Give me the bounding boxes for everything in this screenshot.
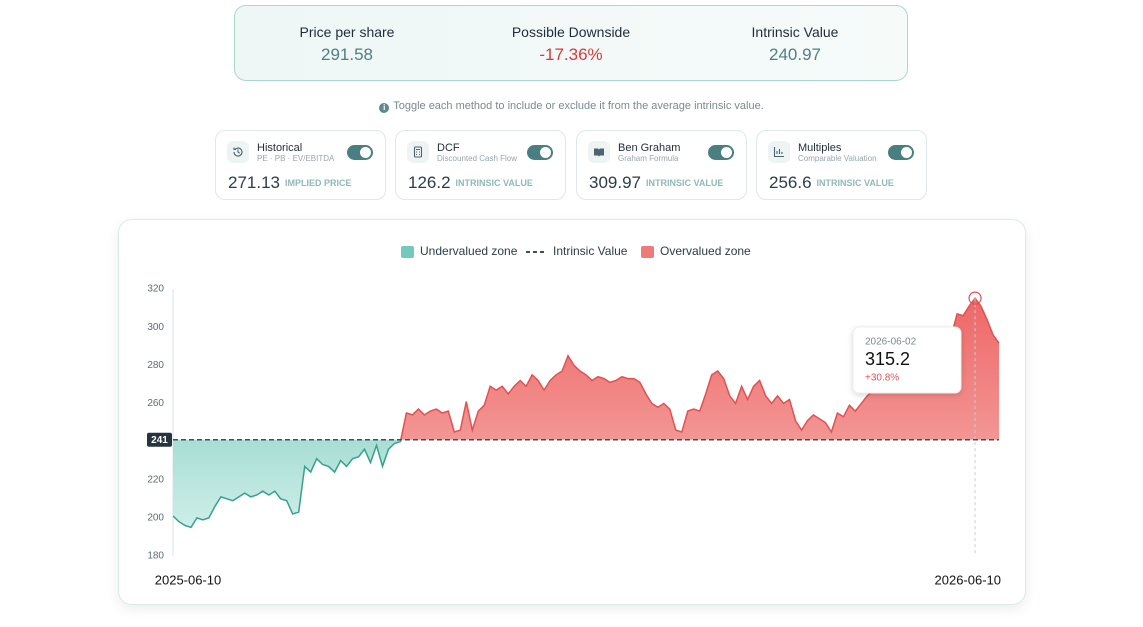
summary-label: Intrinsic Value <box>751 24 839 40</box>
y-tick-label: 280 <box>147 360 164 371</box>
method-toggle[interactable] <box>527 145 553 160</box>
method-icon <box>407 141 429 163</box>
method-subtitle: PE · PB · EV/EBITDA <box>257 154 335 163</box>
summary-label: Price per share <box>299 24 395 40</box>
info-icon: i <box>379 103 390 113</box>
method-card: DCF Discounted Cash Flow 126.2 INTRINSIC … <box>395 130 566 200</box>
method-toggle[interactable] <box>888 145 914 160</box>
toggle-knob <box>721 147 732 158</box>
legend-label: Intrinsic Value <box>553 244 628 258</box>
method-value-row: 309.97 INTRINSIC VALUE <box>589 173 723 193</box>
intrinsic-badge-label: 241 <box>151 435 168 446</box>
summary-item: Possible Downside -17.36% <box>459 6 683 80</box>
method-name: Historical <box>257 142 303 154</box>
chart: Undervalued zone Intrinsic Value Overvalue… <box>147 244 1001 587</box>
tooltip-box <box>852 326 962 394</box>
legend-swatch <box>401 246 414 258</box>
method-value-row: 126.2 INTRINSIC VALUE <box>408 173 533 193</box>
undervalued-area <box>173 439 401 528</box>
price-line-over <box>400 296 1000 440</box>
method-name: Ben Graham <box>618 142 681 154</box>
tooltip-date: 2026-06-02 <box>865 337 917 348</box>
overvalued-area <box>173 298 999 440</box>
plot: Undervalued zone Intrinsic Value Overvalue… <box>147 244 1001 587</box>
method-icon <box>768 141 790 163</box>
method-subtitle: Comparable Valuation <box>798 154 877 163</box>
method-card: Ben Graham Graham Formula 309.97 INTRINSI… <box>576 130 747 200</box>
method-subtitle: Graham Formula <box>618 154 679 163</box>
legend-swatch <box>641 246 654 258</box>
method-name: DCF <box>437 142 460 154</box>
method-icon <box>227 141 249 163</box>
summary-item: Price per share 291.58 <box>235 6 459 80</box>
method-toggle[interactable] <box>347 145 373 160</box>
legend-label: Overvalued zone <box>660 244 751 258</box>
x-tick-label: 2026-06-10 <box>935 572 1002 587</box>
summary-value: -17.36% <box>539 45 603 64</box>
summary-value: 240.97 <box>769 45 821 64</box>
method-name: Multiples <box>798 142 842 154</box>
method-value-row: 256.6 INTRINSIC VALUE <box>769 173 894 193</box>
method-card: Historical PE · PB · EV/EBITDA 271.13 IMP… <box>215 130 386 200</box>
summary-value: 291.58 <box>321 45 373 64</box>
method-value-label: IMPLIED PRICE <box>285 178 352 188</box>
toggle-knob <box>360 147 371 158</box>
method-subtitle: Discounted Cash Flow <box>437 154 518 163</box>
y-tick-label: 220 <box>147 474 164 485</box>
tooltip-value: 315.2 <box>865 349 910 369</box>
method-icon <box>588 141 610 163</box>
summary-item: Intrinsic Value 240.97 <box>683 6 907 80</box>
note-text: Toggle each method to include or exclude… <box>393 100 764 112</box>
method-value: 309.97 <box>589 173 641 192</box>
y-tick-label: 180 <box>147 551 164 562</box>
y-tick-label: 300 <box>147 322 164 333</box>
toggle-knob <box>901 147 912 158</box>
method-value: 126.2 <box>408 173 451 192</box>
y-tick-label: 260 <box>147 398 164 409</box>
intrinsic-badge <box>147 432 172 447</box>
y-tick-label: 320 <box>147 284 164 295</box>
method-value-label: INTRINSIC VALUE <box>646 178 724 188</box>
y-tick-label: 200 <box>147 512 164 523</box>
method-value-label: INTRINSIC VALUE <box>816 178 894 188</box>
price-line-under <box>172 439 402 529</box>
method-value: 256.6 <box>769 173 812 192</box>
hover-point <box>968 291 982 305</box>
summary-box: Price per share 291.58 Possible Downside -… <box>234 5 908 81</box>
x-tick-label: 2025-06-10 <box>155 572 222 587</box>
note: i Toggle each method to include or exclud… <box>0 100 1143 113</box>
method-value-row: 271.13 IMPLIED PRICE <box>228 173 352 193</box>
method-value-label: INTRINSIC VALUE <box>455 178 533 188</box>
legend-label: Undervalued zone <box>420 244 518 258</box>
chart-card: Undervalued zone Intrinsic Value Overvalue… <box>118 219 1026 605</box>
method-toggle[interactable] <box>708 145 734 160</box>
toggle-knob <box>540 147 551 158</box>
summary-label: Possible Downside <box>511 24 631 40</box>
method-card: Multiples Comparable Valuation 256.6 INTR… <box>756 130 927 200</box>
tooltip-change: +30.8% <box>865 373 899 384</box>
method-value: 271.13 <box>228 173 280 192</box>
